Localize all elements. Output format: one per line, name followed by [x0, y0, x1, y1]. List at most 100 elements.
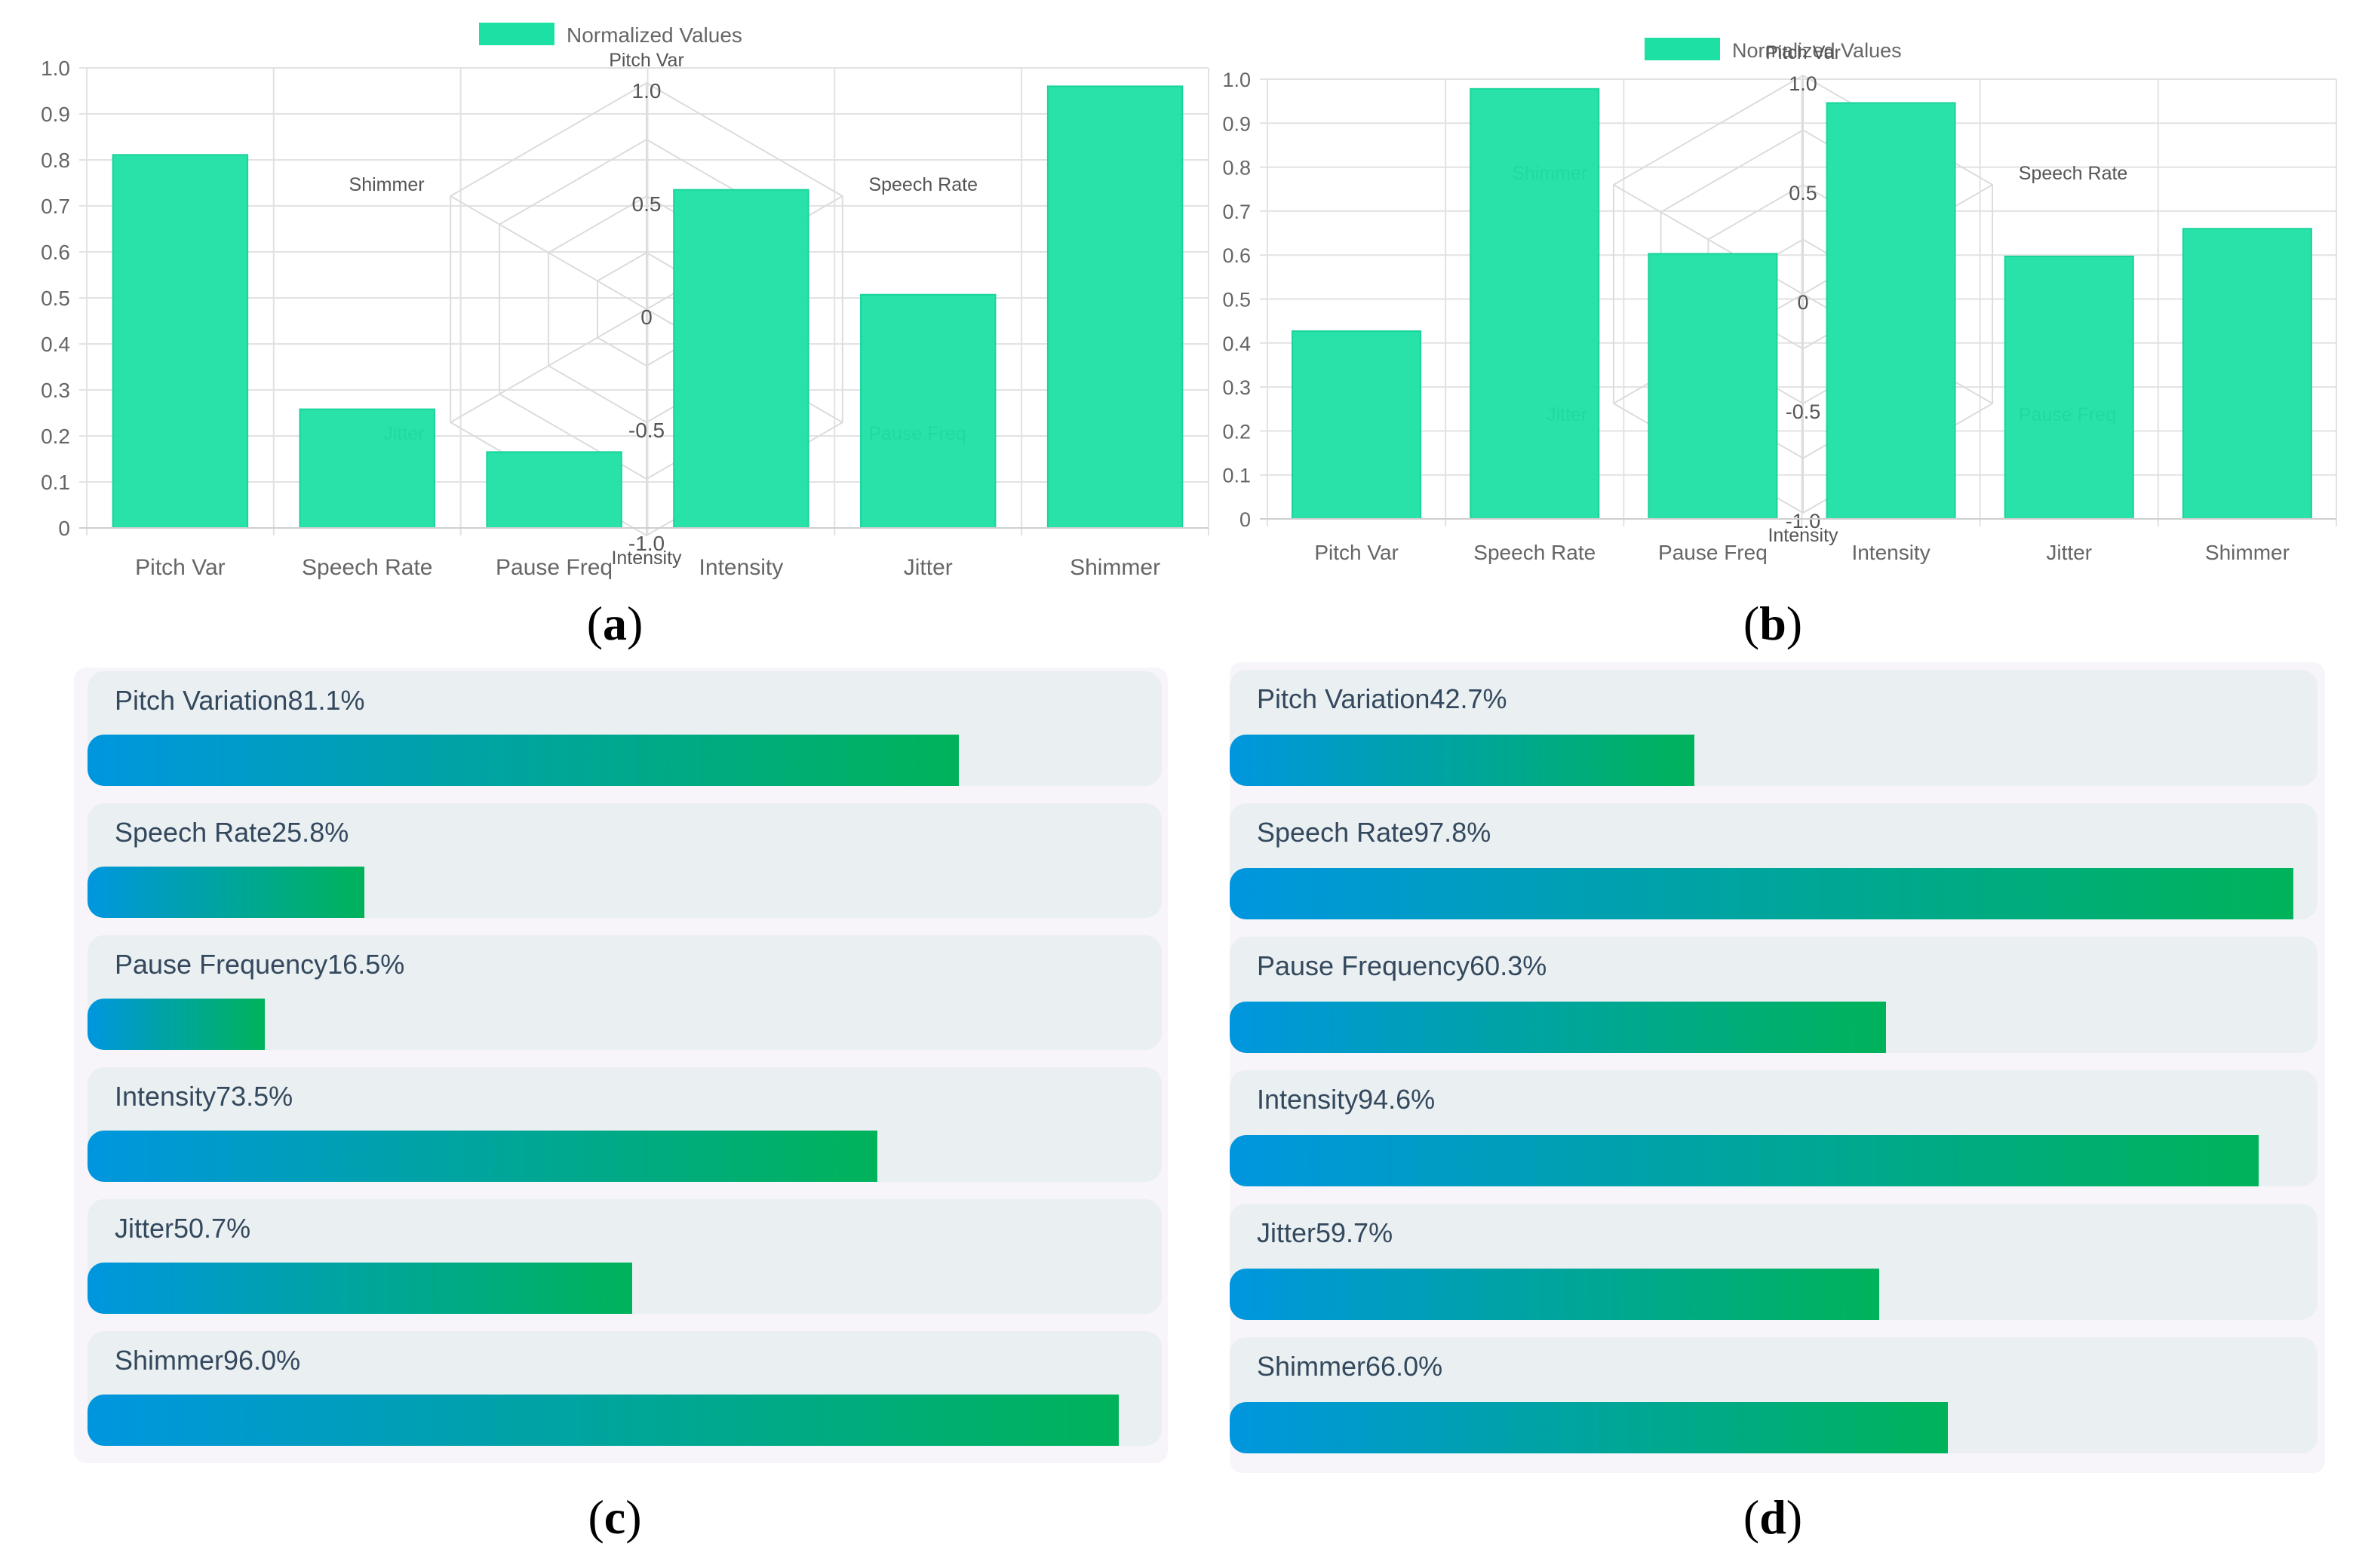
radar-axis-label: Speech Rate [2019, 163, 2128, 184]
metric-label: Intensity73.5% [115, 1081, 293, 1112]
radar-axis-label: Intensity [1768, 525, 1838, 546]
y-tick-label: 1.0 [41, 57, 70, 80]
caption-d: (d) [1743, 1490, 1803, 1544]
metric-card: Speech Rate97.8% [1230, 803, 2318, 919]
metric-card: Intensity73.5% [88, 1067, 1162, 1182]
legend-swatch [479, 23, 554, 45]
x-tick-label: Pitch Var [1314, 541, 1399, 564]
radar-tick-label: -1.0 [628, 532, 665, 555]
y-tick-label: 0.9 [41, 103, 70, 126]
radar-tick-label: 0 [640, 305, 653, 329]
bar-intensity [1826, 102, 1956, 520]
y-tick-label: 0 [1239, 508, 1251, 531]
radar-tick-label: 0.5 [632, 192, 662, 216]
metric-card: Pitch Variation42.7% [1230, 670, 2318, 786]
metric-progress-bar [88, 735, 959, 786]
radar-tick-label: -1.0 [1786, 510, 1821, 532]
x-tick-label: Pitch Var [135, 555, 226, 580]
progress-panel-d: Pitch Variation42.7% Speech Rate97.8% Paus… [1230, 662, 2325, 1473]
x-tick-label: Shimmer [1070, 555, 1160, 580]
metric-card: Shimmer66.0% [1230, 1337, 2318, 1453]
legend: Normalized Values [479, 23, 742, 47]
y-tick-label: 0.6 [41, 241, 70, 264]
metric-progress-bar [88, 1395, 1120, 1446]
bar-pitch-var [112, 154, 249, 529]
y-tick-label: 0.7 [1222, 201, 1251, 223]
radar-spoke [450, 308, 647, 423]
y-tick-label: 0.2 [41, 425, 70, 448]
radar-tick-label: -0.5 [628, 419, 665, 442]
legend-swatch [1645, 38, 1720, 60]
x-tick-label: Pause Freq [1658, 541, 1768, 564]
bar-jitter [860, 293, 997, 529]
metric-label: Speech Rate97.8% [1257, 817, 1491, 848]
y-tick-label: 0.5 [1222, 289, 1251, 311]
metric-label: Shimmer66.0% [1257, 1351, 1443, 1382]
bar-pitch-var [1292, 330, 1422, 520]
y-tick-label: 0.8 [1222, 157, 1251, 180]
radar-axis-label: Intensity [611, 548, 682, 569]
x-tick-label: Intensity [1851, 541, 1930, 564]
radar-tick-label: -0.5 [1786, 400, 1821, 423]
radar-axis-label: Speech Rate [868, 174, 978, 195]
metric-card: Intensity94.6% [1230, 1070, 2318, 1186]
bar-speech-rate [299, 408, 435, 529]
y-tick-label: 0.4 [41, 333, 70, 356]
metric-progress-bar [1230, 1402, 1948, 1453]
x-tick-label: Pause Freq [496, 555, 613, 580]
y-tick-label: 0.5 [41, 287, 70, 310]
metric-label: Intensity94.6% [1257, 1084, 1436, 1115]
bar-shimmer [1046, 85, 1184, 529]
x-tick-label: Speech Rate [302, 555, 432, 580]
radar-tick-label: 0 [1797, 291, 1808, 314]
bar-pause-freq [1648, 253, 1778, 520]
metric-card: Shimmer96.0% [88, 1331, 1162, 1446]
legend-label: Normalized Values [567, 23, 742, 47]
metric-card: Pitch Variation81.1% [88, 671, 1162, 786]
legend: Normalized Values [1645, 38, 1902, 62]
bar-intensity [673, 189, 809, 529]
metric-card: Jitter50.7% [88, 1199, 1162, 1314]
metric-label: Pause Frequency60.3% [1257, 950, 1547, 981]
radar-tick-label: 1.0 [1789, 72, 1817, 95]
metric-card: Jitter59.7% [1230, 1204, 2318, 1320]
y-tick-label: 0.8 [41, 149, 70, 172]
metric-label: Shimmer96.0% [115, 1345, 301, 1376]
metric-progress-bar [1230, 1135, 2259, 1186]
y-tick-label: 0.3 [1222, 376, 1251, 399]
y-tick-label: 0.7 [41, 195, 70, 218]
radar-axis-label: Shimmer [349, 174, 425, 195]
radar-tick-label: 0.5 [1789, 182, 1817, 204]
metric-label: Pitch Variation81.1% [115, 685, 365, 716]
progress-panel-c: Pitch Variation81.1% Speech Rate25.8% Paus… [74, 667, 1168, 1463]
x-tick-label: Intensity [699, 555, 784, 580]
metric-progress-bar [88, 1131, 877, 1182]
caption-a: (a) [586, 597, 644, 650]
bar-shimmer [2182, 228, 2312, 520]
y-tick-label: 0.9 [1222, 112, 1251, 135]
metric-progress-bar [1230, 735, 1694, 786]
y-tick-label: 0.6 [1222, 244, 1251, 267]
bar-speech-rate [1470, 87, 1600, 520]
metric-progress-bar [1230, 868, 2294, 919]
metric-card: Speech Rate25.8% [88, 803, 1162, 918]
x-tick-label: Jitter [2046, 541, 2092, 564]
y-tick-label: 0.4 [1222, 333, 1251, 355]
metric-label: Jitter50.7% [115, 1213, 251, 1244]
bar-pause-freq [486, 451, 622, 529]
y-tick-label: 0.2 [1222, 420, 1251, 443]
x-tick-label: Jitter [904, 555, 953, 580]
metric-progress-bar [1230, 1002, 1886, 1053]
legend-label: Normalized Values [1732, 39, 1902, 62]
radar-axis-label: Pitch Var [609, 50, 684, 71]
y-tick-label: 0 [58, 517, 70, 540]
metric-label: Jitter59.7% [1257, 1217, 1393, 1248]
metric-card: Pause Frequency60.3% [1230, 937, 2318, 1053]
metric-label: Speech Rate25.8% [115, 817, 349, 848]
caption-c: (c) [588, 1490, 642, 1544]
bar-chart-a: 0 0.1 0.2 0.3 0.4 0.5 0.6 0.7 0.8 0.9 1.0 Normalize… [41, 23, 1209, 580]
radar-spoke [450, 195, 647, 310]
caption-b: (b) [1743, 597, 1803, 650]
metric-progress-bar [1230, 1269, 1879, 1320]
y-tick-label: 0.3 [41, 379, 70, 402]
